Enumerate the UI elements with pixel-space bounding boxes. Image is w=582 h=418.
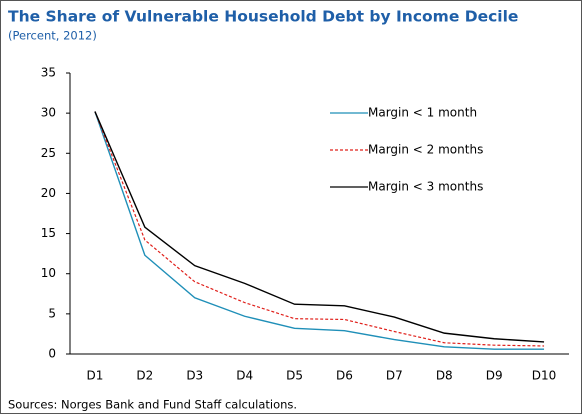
x-tick-label: D4 xyxy=(236,369,253,383)
series-line xyxy=(94,111,545,343)
x-tick-label: D9 xyxy=(486,369,503,383)
y-tick-label: 5 xyxy=(48,306,56,320)
y-tick-label: 30 xyxy=(41,106,56,120)
y-tick-label: 25 xyxy=(41,146,56,160)
x-tick-label: D2 xyxy=(136,369,153,383)
series-line xyxy=(94,111,545,347)
legend-label: Margin < 2 months xyxy=(368,143,483,157)
x-tick-label: D7 xyxy=(386,369,403,383)
x-tick-label: D5 xyxy=(286,369,303,383)
x-tick-label: D10 xyxy=(532,369,557,383)
source-note: Sources: Norges Bank and Fund Staff calc… xyxy=(8,398,297,412)
x-tick-label: D6 xyxy=(336,369,353,383)
chart-title: The Share of Vulnerable Household Debt b… xyxy=(8,8,518,26)
y-tick-label: 20 xyxy=(41,186,56,200)
x-tick-label: D8 xyxy=(436,369,453,383)
legend-label: Margin < 1 month xyxy=(368,106,477,120)
y-tick-label: 15 xyxy=(41,226,56,240)
y-tick-label: 10 xyxy=(41,266,56,280)
y-tick-label: 0 xyxy=(48,347,56,361)
y-tick-label: 35 xyxy=(41,66,56,80)
series-line xyxy=(94,111,545,350)
x-tick-label: D1 xyxy=(87,369,104,383)
legend-label: Margin < 3 months xyxy=(368,180,483,194)
x-tick-label: D3 xyxy=(186,369,203,383)
chart-subtitle: (Percent, 2012) xyxy=(8,29,97,43)
